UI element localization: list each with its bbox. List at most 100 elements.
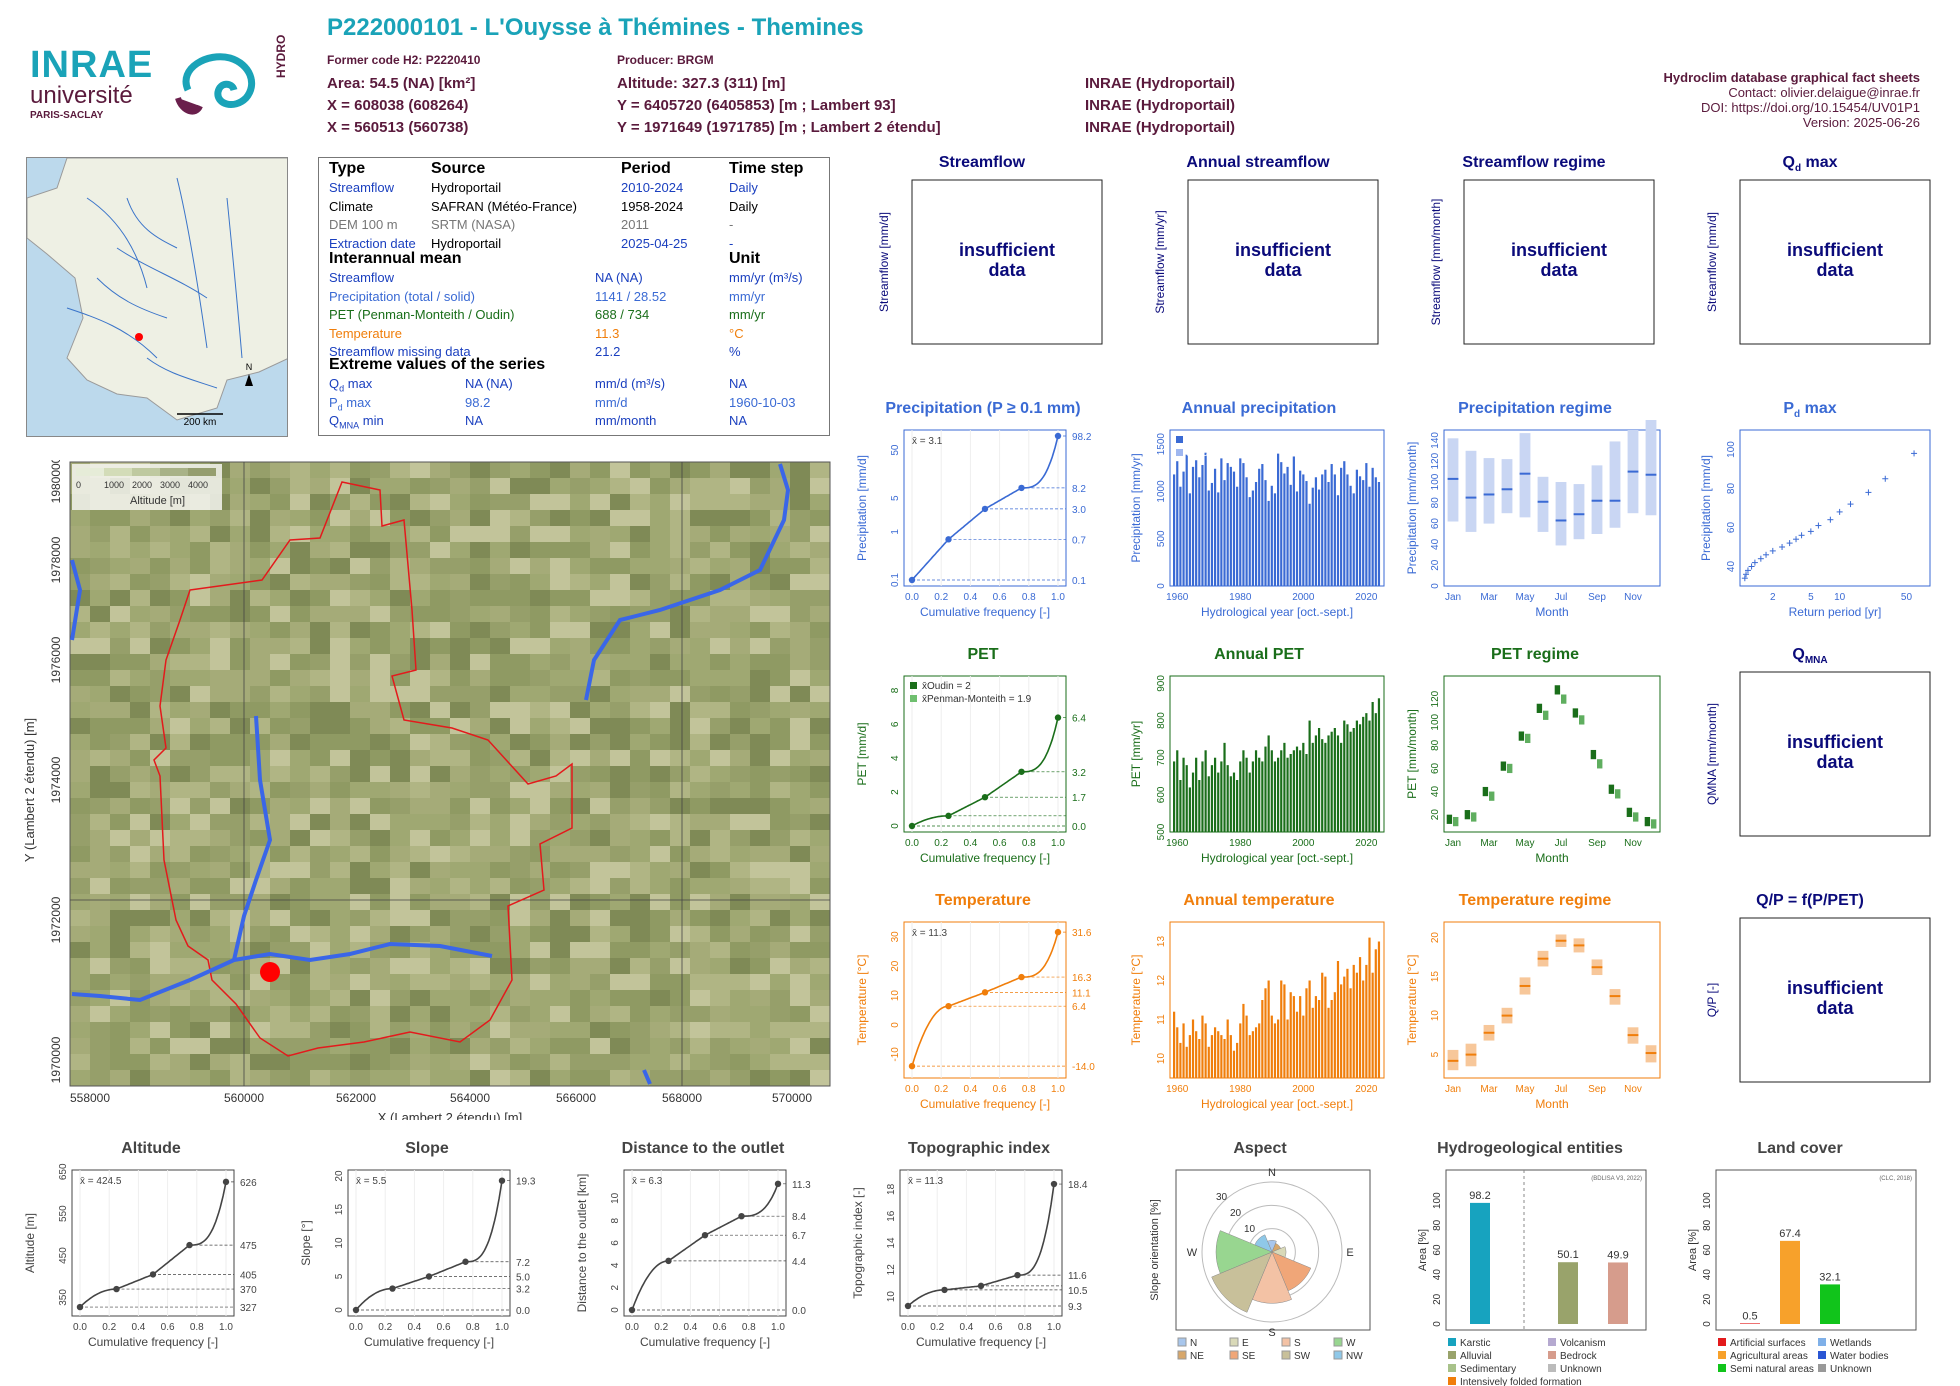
terrain-cell — [650, 542, 670, 558]
terrain-cell — [750, 958, 770, 974]
right-quantile-label: 18.4 — [1068, 1180, 1088, 1191]
y-tick: 0 — [890, 823, 901, 829]
terrain-cell — [750, 478, 770, 494]
legend-label: Artificial surfaces — [1730, 1338, 1806, 1349]
y-tick: 100 — [1430, 473, 1441, 490]
terrain-cell — [470, 846, 490, 862]
terrain-cell — [730, 926, 750, 942]
terrain-cell — [750, 590, 770, 606]
terrain-cell — [330, 606, 350, 622]
terrain-cell — [810, 1054, 830, 1070]
terrain-cell — [710, 766, 730, 782]
year-bar — [1191, 772, 1195, 832]
mean-label: Precipitation (total / solid) — [329, 288, 475, 304]
right-quantile-label: 11.1 — [1072, 988, 1091, 999]
terrain-cell — [170, 750, 190, 766]
month-box — [1507, 763, 1513, 774]
terrain-cell — [770, 942, 790, 958]
terrain-cell — [130, 974, 150, 990]
terrain-cell — [450, 1054, 470, 1070]
terrain-cell — [550, 846, 570, 862]
terrain-cell — [730, 894, 750, 910]
terrain-cell — [510, 606, 530, 622]
terrain-cell — [510, 558, 530, 574]
terrain-cell — [170, 622, 190, 638]
terrain-cell — [650, 510, 670, 526]
terrain-cell — [590, 990, 610, 1006]
y-tick: 2 — [610, 1284, 621, 1290]
terrain-cell — [370, 862, 390, 878]
paris-saclay-logo: PARIS-SACLAY — [30, 110, 104, 121]
terrain-cell — [390, 814, 410, 830]
terrain-cell — [630, 686, 650, 702]
terrain-cell — [90, 766, 110, 782]
terrain-cell — [470, 766, 490, 782]
terrain-cell — [150, 1022, 170, 1038]
terrain-cell — [510, 750, 530, 766]
terrain-cell — [270, 814, 290, 830]
terrain-cell — [650, 654, 670, 670]
terrain-cell — [90, 1054, 110, 1070]
terrain-cell — [150, 574, 170, 590]
terrain-cell — [650, 910, 670, 926]
terrain-cell — [270, 1038, 290, 1054]
terrain-cell — [710, 830, 730, 846]
terrain-cell — [670, 862, 690, 878]
chart-title: Distance to the outlet — [621, 1140, 785, 1157]
y-axis-label: QMNA [mm/month] — [1705, 703, 1719, 805]
x-lambert93: X = 608038 (608264) — [327, 97, 469, 114]
chart-title: Aspect — [1233, 1140, 1287, 1157]
terrain-cell — [150, 926, 170, 942]
terrain-cell — [330, 926, 350, 942]
terrain-cell — [730, 1038, 750, 1054]
terrain-cell — [390, 974, 410, 990]
mean-unit: °C — [729, 325, 744, 341]
terrain-cell — [270, 638, 290, 654]
month-box — [1645, 420, 1657, 516]
x-tick: 0.0 — [905, 592, 919, 603]
terrain-cell — [750, 766, 770, 782]
terrain-cell — [350, 894, 370, 910]
terrain-cell — [490, 766, 510, 782]
terrain-cell — [690, 734, 710, 750]
aspect-sector — [1254, 1234, 1273, 1253]
mean-label: x̄ = 11.3 — [908, 1176, 944, 1187]
terrain-cell — [650, 638, 670, 654]
terrain-cell — [450, 590, 470, 606]
terrain-cell — [370, 590, 390, 606]
terrain-cell — [530, 718, 550, 734]
year-bar — [1182, 757, 1185, 832]
terrain-cell — [670, 894, 690, 910]
terrain-cell — [670, 878, 690, 894]
y-tick: 0 — [890, 1022, 901, 1028]
terrain-cell — [290, 750, 310, 766]
terrain-cell — [110, 750, 130, 766]
x-tick: 0.6 — [993, 838, 1007, 849]
x-tick: 0.4 — [131, 1322, 145, 1333]
terrain-cell — [590, 670, 610, 686]
right-quantile-label: 6.4 — [1072, 714, 1086, 725]
legend-swatch — [1818, 1338, 1826, 1346]
terrain-cell — [230, 798, 250, 814]
legend-label: Agricultural areas — [1730, 1351, 1808, 1362]
terrain-cell — [270, 622, 290, 638]
x-tick: 0.8 — [190, 1322, 204, 1333]
svg-text:N: N — [246, 362, 253, 372]
terrain-cell — [770, 734, 790, 750]
chart-title: Temperature — [935, 892, 1031, 909]
y-tick: 40 — [1430, 786, 1441, 798]
y-tick: 700 — [1156, 749, 1167, 766]
terrain-cell — [370, 670, 390, 686]
terrain-cell — [150, 942, 170, 958]
terrain-cell — [570, 830, 590, 846]
terrain-cell — [410, 958, 430, 974]
terrain-cell — [430, 894, 450, 910]
x-tick: 566000 — [556, 1091, 596, 1105]
x-tick: 0.0 — [905, 838, 919, 849]
terrain-cell — [570, 622, 590, 638]
terrain-cell — [410, 462, 430, 478]
terrain-cell — [170, 814, 190, 830]
terrain-cell — [670, 542, 690, 558]
terrain-cell — [290, 830, 310, 846]
